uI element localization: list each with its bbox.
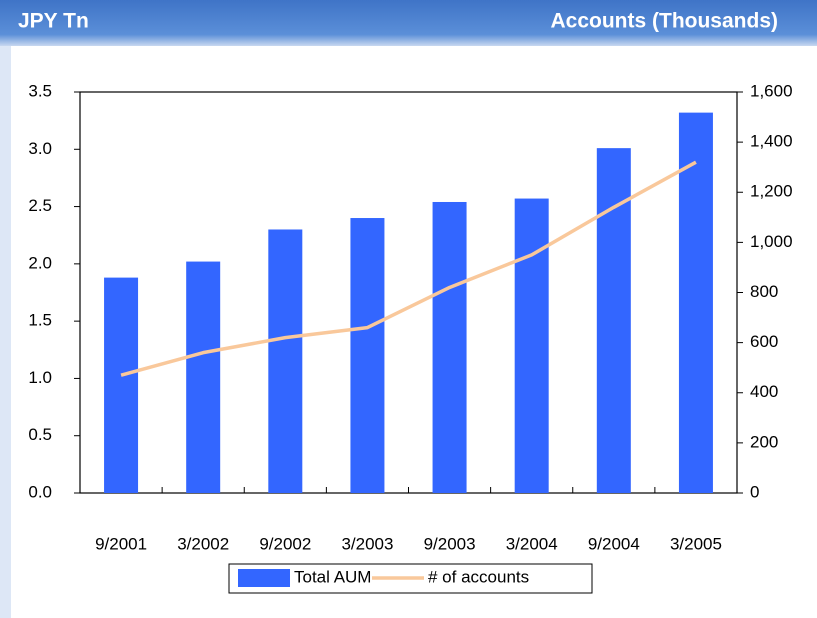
bar [432, 201, 467, 493]
y2-tick-label: 200 [750, 432, 778, 451]
x-tick-label: 9/2004 [588, 534, 640, 553]
y2-tick-label: 1,000 [750, 232, 793, 251]
x-tick-label: 9/2002 [259, 534, 311, 553]
y2-tick-label: 400 [750, 382, 778, 401]
y-axis-label: JPY Tn [18, 10, 89, 33]
y-tick-label: 1.5 [28, 311, 52, 330]
legend-label: Total AUM [294, 567, 371, 586]
x-tick-label: 3/2003 [341, 534, 393, 553]
y-tick-label: 2.0 [28, 253, 52, 272]
bar [186, 261, 221, 493]
side-strip [0, 46, 11, 618]
y2-tick-label: 1,600 [750, 81, 793, 100]
line [120, 160, 697, 377]
y-tick-label: 0.0 [28, 482, 52, 501]
x-tick-label: 3/2002 [177, 534, 229, 553]
y-tick-label: 3.0 [28, 139, 52, 158]
y-tick-label: 0.5 [28, 425, 52, 444]
bar [268, 229, 303, 493]
x-tick-label: 3/2004 [506, 534, 558, 553]
bar [104, 277, 139, 493]
y2-tick-label: 1,200 [750, 182, 793, 201]
y-tick-label: 1.0 [28, 368, 52, 387]
header-band [0, 0, 817, 46]
y2-tick-label: 600 [750, 332, 778, 351]
legend-label: # of accounts [428, 567, 529, 586]
y-tick-label: 2.5 [28, 196, 52, 215]
x-tick-label: 9/2001 [95, 534, 147, 553]
bar [514, 198, 549, 493]
y2-tick-label: 1,400 [750, 132, 793, 151]
bar [678, 112, 713, 493]
y2-tick-label: 0 [750, 482, 759, 501]
x-tick-label: 9/2003 [424, 534, 476, 553]
y-tick-label: 3.5 [28, 81, 52, 100]
legend-swatch [238, 569, 290, 587]
y2-axis-label: Accounts (Thousands) [550, 10, 778, 33]
y2-tick-label: 800 [750, 282, 778, 301]
bar [350, 218, 385, 493]
x-tick-label: 3/2005 [670, 534, 722, 553]
